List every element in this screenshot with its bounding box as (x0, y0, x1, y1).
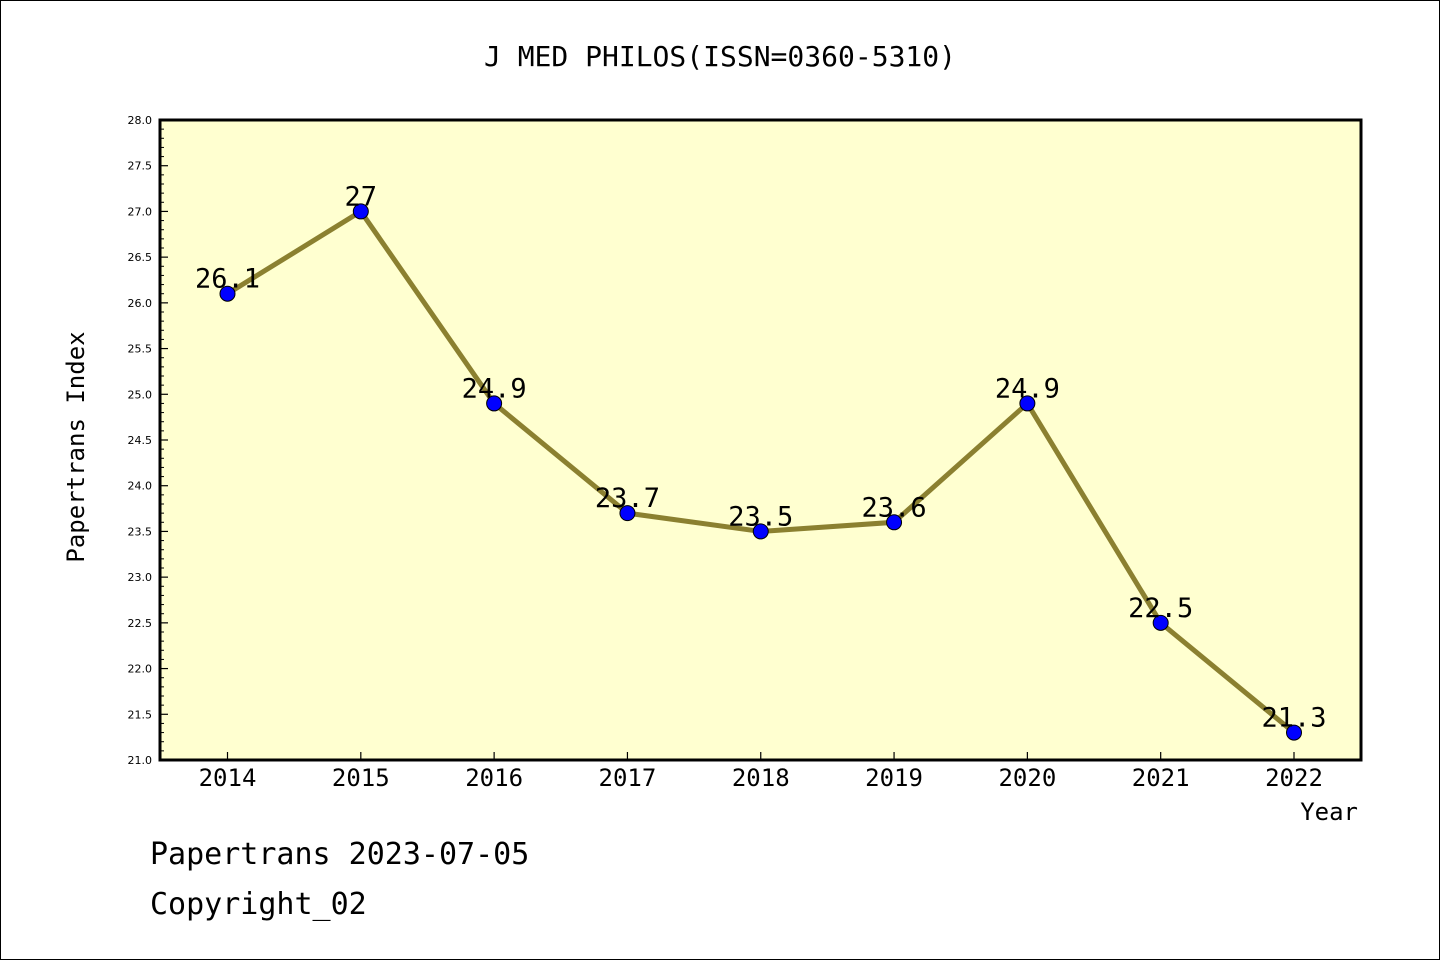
x-tick-label: 2015 (332, 764, 390, 792)
data-labels: 26.1 27 24.9 23.7 23.5 23.6 24.9 22.5 21.3 (195, 181, 1327, 733)
x-tick-label: 2022 (1265, 764, 1323, 792)
data-label: 27 (345, 181, 378, 212)
x-tick-label: 2019 (865, 764, 923, 792)
data-label: 23.5 (728, 501, 793, 532)
data-label: 22.5 (1128, 593, 1193, 624)
data-point (1286, 724, 1302, 741)
y-tick-label: 27.5 (128, 160, 153, 173)
y-tick-label: 26.0 (128, 297, 153, 310)
y-tick-label: 23.5 (128, 525, 153, 538)
y-tick-label: 24.5 (128, 434, 153, 447)
y-tick-label: 22.0 (128, 663, 153, 676)
data-point (352, 203, 369, 220)
plot-area (158, 118, 1363, 762)
data-label: 26.1 (195, 264, 260, 295)
x-tick-label: 2014 (199, 764, 257, 792)
data-label: 23.6 (862, 492, 927, 523)
footer-date: Papertrans 2023-07-05 (150, 837, 529, 872)
y-tick-label: 25.0 (128, 388, 153, 401)
chart-title: J MED PHILOS(ISSN=0360-5310) (484, 40, 956, 73)
data-point (1152, 614, 1169, 631)
x-tick-label: 2017 (599, 764, 657, 792)
data-point (752, 523, 769, 540)
y-tick-label: 23.0 (128, 571, 153, 584)
x-axis: 2014 2015 2016 2017 2018 2019 2020 2021 2022 (199, 752, 1323, 792)
data-label: 23.7 (595, 483, 660, 514)
y-tick-label: 22.5 (128, 617, 153, 630)
data-label: 21.3 (1261, 703, 1326, 734)
x-tick-label: 2016 (465, 764, 523, 792)
x-axis-label: Year (1300, 798, 1358, 826)
footer-copyright: Copyright_02 (150, 887, 367, 922)
data-label: 24.9 (995, 373, 1060, 404)
data-point (486, 395, 503, 412)
y-tick-label: 21.0 (128, 754, 153, 767)
x-tick-label: 2021 (1132, 764, 1190, 792)
x-tick-label: 2020 (998, 764, 1056, 792)
data-point (219, 285, 236, 302)
y-tick-label: 27.0 (128, 205, 153, 218)
y-tick-label: 24.0 (128, 480, 153, 493)
y-axis-label: Papertrans Index (62, 331, 90, 562)
series-line (219, 203, 1302, 741)
x-tick-label: 2018 (732, 764, 790, 792)
y-tick-label: 25.5 (128, 343, 153, 356)
y-tick-label: 28.0 (128, 114, 153, 127)
data-point (886, 514, 903, 531)
data-point (1019, 395, 1036, 412)
data-label: 24.9 (462, 373, 527, 404)
y-axis: 21.0 21.5 22.0 22.5 23.0 23.5 24.0 24.5 25.0 25.5… (128, 114, 168, 767)
data-point (619, 505, 636, 522)
y-tick-label: 26.5 (128, 251, 153, 264)
y-tick-label: 21.5 (128, 708, 153, 721)
